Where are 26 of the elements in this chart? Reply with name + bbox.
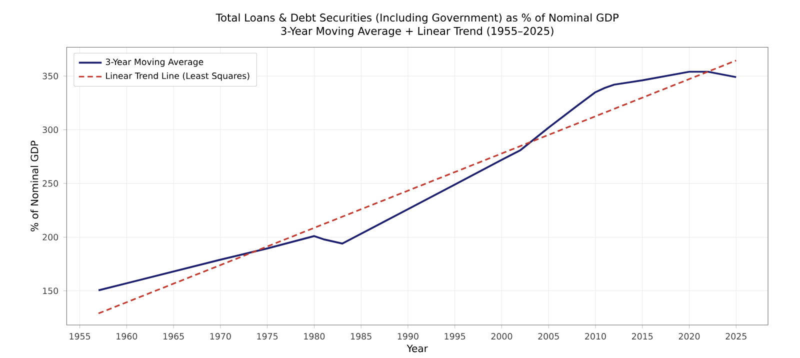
x-tick-label: 2015 [632,333,653,340]
x-tick-label: 1970 [210,333,231,340]
x-tick-label: 2025 [726,333,746,340]
x-tick-label: 1960 [116,333,138,340]
x-tick-label: 2020 [678,333,700,340]
x-tick-label: 1965 [163,333,184,340]
x-tick-label: 2010 [585,333,606,340]
x-tick-label: 1990 [398,333,418,340]
y-tick-label: 250 [42,180,58,187]
x-tick-label: 1985 [351,333,372,340]
y-axis-title: % of Nominal GDP [30,140,38,232]
chart-subtitle: 3-Year Moving Average + Linear Trend (1955–2025) [281,26,554,38]
x-tick-label: 1980 [304,333,325,340]
y-tick-label: 300 [42,126,58,134]
chart-title: Total Loans & Debt Securities (Including Government) as % of Nominal GDP [216,13,619,24]
x-axis-title: Year [406,344,428,352]
x-tick-label: 1995 [444,333,466,340]
legend-label: 3-Year Moving Average [106,58,204,67]
x-tick-label: 2000 [491,333,512,340]
y-tick-label: 200 [42,234,58,240]
x-tick-label: 1975 [257,333,278,340]
y-tick-label: 150 [43,288,58,294]
x-tick-label: 1955 [70,333,90,340]
y-tick-label: 350 [42,72,58,80]
x-tick-label: 2005 [538,333,559,340]
legend-label: Linear Trend Line (Least Squares) [106,72,250,81]
